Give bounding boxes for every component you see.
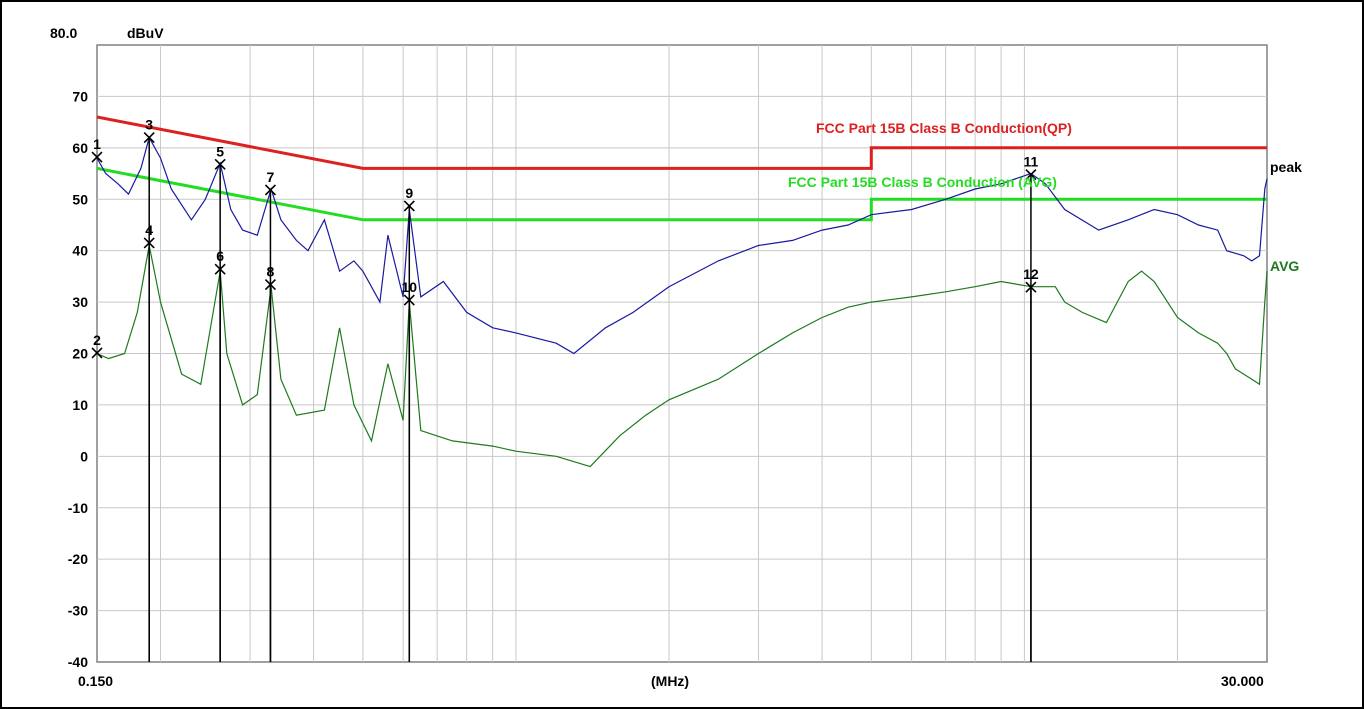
- marker-label: 3: [145, 117, 153, 133]
- marker-cross: [403, 200, 415, 212]
- avg-limit-label: FCC Part 15B Class B Conduction (AVG): [788, 174, 1057, 190]
- marker-cross: [214, 263, 226, 275]
- axis-labels: 80.0 dBuV (MHz) 0.150 30.000 FCC Part 15…: [50, 25, 1302, 689]
- limit-lines: [96, 115, 1267, 222]
- y-tick-label: 20: [72, 346, 88, 362]
- y-tick-label: 30: [72, 294, 88, 310]
- y-tick-label: -40: [68, 654, 88, 670]
- marker-cross: [143, 237, 155, 249]
- avg-trace: [96, 245, 1268, 468]
- marker-label: 6: [216, 248, 224, 264]
- marker-label: 7: [267, 169, 275, 185]
- marker-label: 9: [405, 185, 413, 201]
- marker-cross: [143, 131, 155, 144]
- y-tick-label: -10: [68, 500, 88, 516]
- marker-cross: [214, 158, 226, 170]
- marker-label: 10: [402, 279, 418, 295]
- marker-label: 2: [93, 332, 101, 348]
- marker-cross: [264, 184, 277, 196]
- marker-cross: [403, 294, 415, 306]
- marker-cross: [1025, 169, 1037, 181]
- marker-label: 1: [93, 136, 101, 152]
- marker-cross: [264, 279, 277, 291]
- y-tick-label: 40: [72, 243, 88, 259]
- avg-series-label: AVG: [1270, 258, 1299, 274]
- marker-cross: [91, 347, 103, 359]
- marker-label: 8: [267, 264, 275, 280]
- x-max-label: 30.000: [1221, 673, 1264, 689]
- marker-label: 11: [1024, 154, 1039, 170]
- x-min-label: 0.150: [78, 673, 113, 689]
- y-tick-label: 0: [80, 448, 88, 464]
- y-tick-label: 70: [72, 88, 88, 104]
- marker-label: 4: [145, 222, 153, 238]
- y-top-label: 80.0: [50, 25, 77, 41]
- y-tick-label: -30: [68, 603, 88, 619]
- y-tick-label: -20: [68, 551, 88, 567]
- qp-limit-label: FCC Part 15B Class B Conduction(QP): [816, 120, 1072, 136]
- y-unit-label: dBuV: [127, 25, 164, 41]
- avg-limit-line: [96, 166, 1267, 222]
- x-unit-label: (MHz): [651, 673, 689, 689]
- marker-cross: [91, 151, 103, 163]
- y-tick-label: 60: [72, 140, 88, 156]
- qp-limit-line: [96, 115, 1267, 170]
- marker-cross: [1025, 281, 1037, 293]
- y-tick-labels: 70 60 50 40 30 20 10 0 -10 -20 -30 -40: [68, 88, 88, 670]
- peak-series-label: peak: [1270, 159, 1302, 175]
- marker-label: 5: [216, 143, 224, 159]
- y-tick-label: 50: [72, 191, 88, 207]
- marker-label: 12: [1023, 266, 1039, 282]
- y-tick-label: 10: [72, 397, 88, 413]
